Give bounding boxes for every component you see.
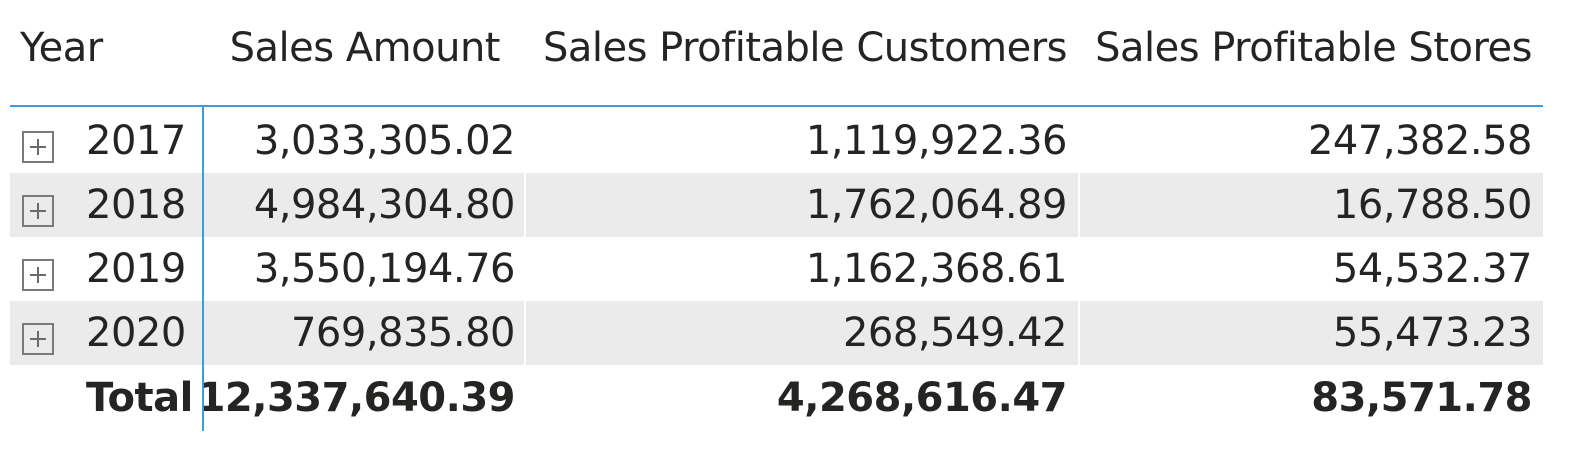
expand-plus-icon[interactable] — [22, 131, 54, 163]
column-separator — [524, 173, 526, 237]
column-separator — [1078, 173, 1080, 237]
expand-plus-icon[interactable] — [22, 195, 54, 227]
row-header-year: 2018 — [86, 182, 186, 228]
row-header-divider — [202, 107, 204, 431]
table-row: 2020 769,835.80 268,549.42 55,473.23 — [10, 301, 1543, 365]
cell-sales-profitable-stores: 16,788.50 — [1332, 182, 1533, 228]
total-label: Total — [86, 375, 193, 421]
total-row: Total 12,337,640.39 4,268,616.47 83,571.… — [10, 366, 1543, 436]
column-header-sales-profitable-customers[interactable]: Sales Profitable Customers — [543, 25, 1068, 71]
row-header-year: 2019 — [86, 246, 186, 292]
column-header-sales-profitable-stores[interactable]: Sales Profitable Stores — [1095, 25, 1532, 71]
cell-sales-profitable-customers: 1,762,064.89 — [805, 182, 1068, 228]
expand-plus-icon[interactable] — [22, 259, 54, 291]
cell-sales-profitable-customers: 1,119,922.36 — [805, 118, 1068, 164]
cell-sales-amount: 4,984,304.80 — [253, 182, 516, 228]
column-header-sales-amount[interactable]: Sales Amount — [229, 25, 501, 71]
table-row: 2018 4,984,304.80 1,762,064.89 16,788.50 — [10, 173, 1543, 237]
cell-sales-profitable-stores: 55,473.23 — [1332, 310, 1533, 356]
cell-sales-profitable-customers: 268,549.42 — [842, 310, 1068, 356]
column-header-year[interactable]: Year — [20, 25, 103, 71]
row-header-year: 2020 — [86, 310, 186, 356]
table-row: 2019 3,550,194.76 1,162,368.61 54,532.37 — [10, 237, 1543, 301]
total-sales-amount: 12,337,640.39 — [197, 375, 516, 421]
matrix-visual: Year Sales Amount Sales Profitable Custo… — [10, 0, 1543, 451]
cell-sales-amount: 769,835.80 — [290, 310, 516, 356]
column-separator — [1078, 301, 1080, 365]
cell-sales-profitable-stores: 54,532.37 — [1332, 246, 1533, 292]
cell-sales-profitable-customers: 1,162,368.61 — [805, 246, 1068, 292]
cell-sales-amount: 3,550,194.76 — [253, 246, 516, 292]
cell-sales-amount: 3,033,305.02 — [253, 118, 516, 164]
column-separator — [524, 301, 526, 365]
table-row: 2017 3,033,305.02 1,119,922.36 247,382.5… — [10, 109, 1543, 173]
cell-sales-profitable-stores: 247,382.58 — [1307, 118, 1533, 164]
total-sales-profitable-customers: 4,268,616.47 — [776, 375, 1068, 421]
matrix-header: Year Sales Amount Sales Profitable Custo… — [10, 0, 1543, 107]
total-sales-profitable-stores: 83,571.78 — [1311, 375, 1532, 421]
row-header-year: 2017 — [86, 118, 186, 164]
expand-plus-icon[interactable] — [22, 323, 54, 355]
